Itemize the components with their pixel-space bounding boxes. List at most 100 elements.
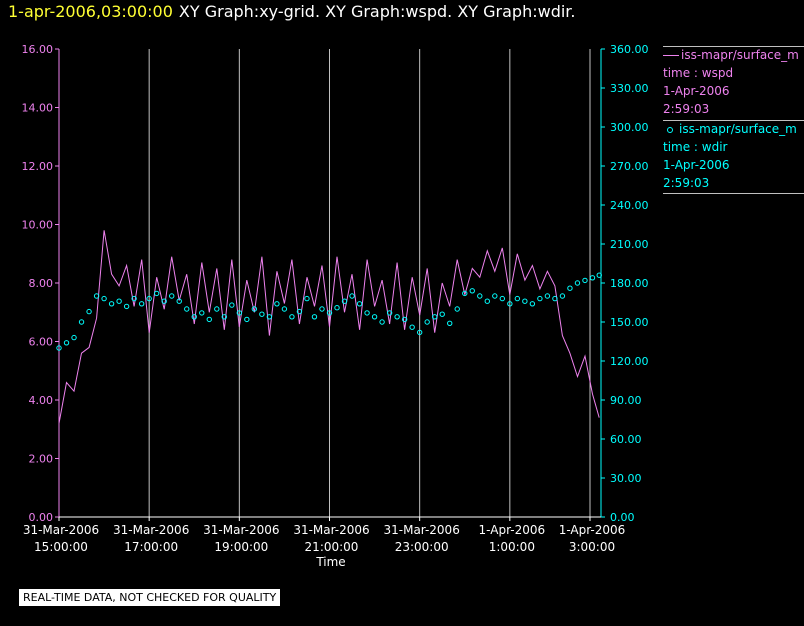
wdir-point [153,290,160,297]
wdir-point [424,319,430,325]
x-tick-time: 3:00:00 [569,540,615,554]
x-tick-date: 31-Mar-2006 [113,523,189,537]
wdir-point [236,310,243,316]
legend-series-axes: time : wdir [663,140,728,154]
circle-marker-icon [667,126,673,133]
wdir-point [259,311,265,317]
wdir-point [477,293,483,299]
wdir-point [559,293,566,299]
right-tick-label: 360.00 [610,43,649,56]
wdir-point [364,310,370,316]
wdir-point [146,295,152,302]
left-tick-label: 4.00 [29,394,54,407]
legend-series-time: 2:59:03 [663,176,710,190]
left-tick-label: 0.00 [29,511,54,524]
wdir-point [78,319,85,325]
wdir-point [431,314,438,320]
wdir-point [574,280,581,286]
right-tick-label: 330.00 [610,82,649,95]
legend-series-axes: time : wspd [663,66,734,80]
wdir-point [319,306,325,312]
timestamp-label: 1-apr-2006,03:00:00 [8,2,173,21]
x-tick-time: 23:00:00 [395,540,449,554]
wdir-point [341,298,348,304]
wdir-point [71,334,77,341]
wdir-point [447,320,453,326]
wdir-point [596,272,602,278]
x-tick-date: 31-Mar-2006 [293,523,369,537]
wdir-point [116,298,122,304]
wdir-point [454,306,460,312]
right-tick-label: 180.00 [610,277,649,290]
right-tick-label: 120.00 [610,355,649,368]
wspd-series-line [58,230,600,424]
wdir-point [311,314,318,320]
right-tick-label: 300.00 [610,121,649,134]
right-tick-label: 60.00 [610,433,642,446]
x-tick-time: 17:00:00 [124,540,178,554]
wdir-point [63,340,70,346]
right-tick-label: 90.00 [610,394,642,407]
wdir-point [589,275,596,281]
wdir-point [356,301,363,307]
wdir-point [507,301,513,307]
x-tick-date: 31-Mar-2006 [203,523,279,537]
wdir-point [199,310,205,316]
wdir-point [537,295,543,302]
wdir-point [108,301,115,307]
wdir-point [371,314,378,320]
wdir-point [484,298,490,304]
wdir-point [334,305,340,311]
legend: iss-mapr/surface_m time : wspd 1-Apr-200… [663,44,804,194]
right-tick-label: 0.00 [610,511,635,524]
right-tick-label: 270.00 [610,160,649,173]
legend-series-name: iss-mapr/surface_m [681,48,799,62]
x-tick-time: 1:00:00 [489,540,535,554]
wdir-point [101,295,107,302]
chart-title: 1-apr-2006,03:00:00 XY Graph:xy-grid. XY … [8,2,576,21]
wdir-point [131,295,137,302]
right-tick-label: 30.00 [610,472,642,485]
wdir-point [304,295,310,302]
wdir-point [184,306,190,312]
wdir-point [544,293,551,299]
wdir-point [514,295,521,302]
wdir-point [379,319,385,325]
right-tick-label: 240.00 [610,199,649,212]
wdir-point [206,316,212,323]
wdir-point [86,308,92,315]
x-tick-date: 1-Apr-2006 [559,523,626,537]
x-tick-date: 31-Mar-2006 [383,523,459,537]
wdir-point [274,301,280,307]
x-axis-title: Time [315,555,345,569]
wdir-point [326,310,333,316]
line-swatch-icon [663,55,679,56]
wdir-point [221,314,228,320]
wdir-point [191,314,197,320]
right-tick-label: 150.00 [610,316,649,329]
wdir-point [281,306,288,312]
wdir-point [349,293,355,299]
legend-series-date: 1-Apr-2006 [663,84,730,98]
left-tick-label: 8.00 [29,277,54,290]
legend-entry-wspd[interactable]: iss-mapr/surface_m time : wspd 1-Apr-200… [663,46,804,118]
wdir-point [409,324,415,330]
wdir-point [169,293,175,299]
wdir-point [266,314,273,320]
legend-entry-wdir[interactable]: iss-mapr/surface_m time : wdir 1-Apr-200… [663,120,804,194]
wdir-point [289,314,295,320]
x-tick-date: 31-Mar-2006 [23,523,99,537]
wdir-point [229,302,235,308]
left-tick-label: 10.00 [22,219,54,232]
left-tick-label: 14.00 [22,102,54,115]
wdir-point [176,298,182,304]
wdir-point [462,290,468,297]
left-tick-label: 6.00 [29,336,54,349]
wdir-point [552,295,558,302]
wdir-point [439,311,445,317]
x-tick-time: 19:00:00 [214,540,268,554]
x-tick-time: 15:00:00 [34,540,88,554]
wdir-point [244,316,250,323]
wdir-point [93,293,100,299]
wdir-point [416,329,423,336]
